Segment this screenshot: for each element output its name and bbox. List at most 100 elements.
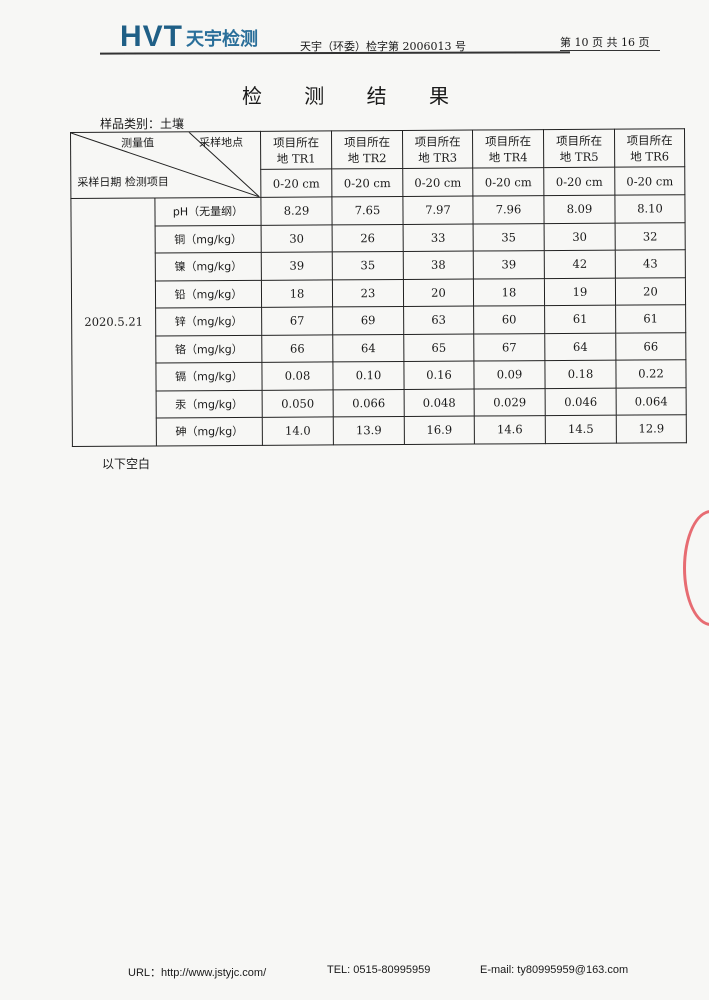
test-item: pH（无量纲）	[154, 197, 262, 226]
value-cell: 0.18	[544, 360, 617, 389]
value-cell: 0.10	[332, 361, 405, 390]
value-cell: 26	[332, 223, 404, 252]
table-row: 锌（mg/kg） 67 69 63 60 61 61	[72, 304, 686, 336]
value-cell: 0.16	[403, 361, 475, 389]
value-cell: 63	[403, 306, 474, 334]
header-rule	[99, 51, 571, 55]
value-cell: 18	[261, 279, 333, 308]
site-header: 项目所在地 TR5	[543, 129, 615, 168]
table-row: 镍（mg/kg） 39 35 38 39 42 43	[71, 249, 686, 281]
test-item: 铅（mg/kg）	[155, 279, 262, 308]
page-indicator: 第 10 页 共 16 页	[560, 36, 650, 49]
value-cell: 7.65	[331, 196, 404, 225]
value-cell: 0.046	[545, 387, 617, 416]
test-item: 镉（mg/kg）	[155, 362, 263, 391]
footer-tel: TEL: 0515-80995959	[327, 964, 431, 976]
value-cell: 14.6	[474, 415, 546, 444]
test-item: 铜（mg/kg）	[155, 224, 262, 253]
value-cell: 23	[332, 278, 404, 307]
corner-measure: 测量值	[121, 136, 155, 150]
sample-category: 样品类别：土壤	[100, 117, 185, 131]
value-cell: 0.09	[473, 360, 546, 389]
site-header: 项目所在地 TR2	[331, 130, 403, 169]
depth-cell: 0-20 cm	[331, 168, 403, 197]
depth-cell: 0-20 cm	[402, 168, 473, 197]
depth-cell: 0-20 cm	[260, 168, 332, 198]
value-cell: 43	[615, 249, 686, 278]
value-cell: 61	[615, 304, 686, 333]
value-cell: 14.0	[262, 416, 334, 445]
test-item: 砷（mg/kg）	[156, 417, 263, 446]
corner-date-item: 采样日期 检测项目	[77, 175, 169, 189]
value-cell: 66	[615, 332, 686, 361]
site-label: 项目所在地 TR2	[344, 134, 391, 165]
footer-email: E-mail: ty80995959@163.com	[480, 964, 629, 976]
value-cell: 61	[544, 305, 616, 334]
value-cell: 60	[473, 305, 545, 334]
value-cell: 39	[261, 251, 333, 280]
value-cell: 33	[403, 223, 474, 252]
red-seal-stamp	[683, 510, 709, 626]
value-cell: 7.96	[472, 195, 545, 224]
value-cell: 0.050	[262, 389, 334, 418]
value-cell: 19	[544, 277, 616, 306]
site-label: 项目所在地 TR1	[273, 134, 320, 166]
company-logo: HVT 天宇检测	[120, 22, 258, 52]
table-row: 铬（mg/kg） 66 64 65 67 64 66	[72, 332, 686, 363]
value-cell: 67	[261, 306, 333, 335]
table-row: 铜（mg/kg） 30 26 33 35 30 32	[71, 222, 686, 253]
value-cell: 30	[544, 222, 616, 251]
site-header: 项目所在地 TR6	[614, 128, 685, 168]
value-cell: 0.048	[404, 388, 475, 417]
value-cell: 7.97	[402, 196, 474, 224]
value-cell: 0.08	[261, 361, 334, 390]
table-row: 砷（mg/kg） 14.0 13.9 16.9 14.6 14.5 12.9	[72, 414, 687, 446]
site-header: 项目所在地 TR1	[260, 130, 332, 170]
table-row: 铅（mg/kg） 18 23 20 18 19 20	[71, 277, 686, 308]
value-cell: 14.5	[545, 415, 617, 444]
test-item: 镍（mg/kg）	[155, 252, 262, 281]
table-row: 汞（mg/kg） 0.050 0.066 0.048 0.029 0.046 0.064	[72, 387, 687, 418]
value-cell: 38	[403, 251, 474, 279]
value-cell: 13.9	[333, 416, 405, 445]
value-cell: 64	[544, 332, 616, 361]
test-item: 铬（mg/kg）	[155, 334, 262, 363]
value-cell: 18	[473, 278, 545, 307]
value-cell: 0.064	[616, 387, 687, 416]
value-cell: 35	[332, 251, 404, 280]
footer-url: URL：http://www.jstyjc.com/	[128, 967, 267, 979]
header-rule-right	[560, 50, 660, 51]
value-cell: 30	[261, 224, 333, 253]
sampling-date: 2020.5.21	[70, 197, 157, 446]
site-label: 项目所在地 TR5	[556, 133, 603, 164]
value-cell: 42	[544, 250, 616, 279]
value-cell: 20	[615, 277, 686, 306]
site-label: 项目所在地 TR3	[414, 134, 461, 165]
value-cell: 66	[261, 334, 333, 363]
site-label: 项目所在地 TR4	[485, 133, 532, 164]
value-cell: 65	[403, 333, 474, 362]
corner-header: 测量值 采样地点 采样日期 检测项目	[70, 131, 261, 199]
value-cell: 0.029	[474, 388, 546, 417]
value-cell: 0.22	[615, 359, 687, 388]
corner-site: 采样地点	[199, 135, 244, 150]
depth-cell: 0-20 cm	[472, 167, 544, 197]
end-note: 以下空白	[102, 457, 151, 471]
value-cell: 39	[473, 250, 545, 279]
value-cell: 12.9	[616, 414, 687, 443]
value-cell: 67	[473, 333, 545, 362]
page-title: 检 测 结 果	[241, 84, 468, 108]
value-cell: 69	[332, 306, 404, 335]
site-header: 项目所在地 TR4	[472, 129, 544, 169]
value-cell: 8.10	[614, 194, 686, 223]
value-cell: 32	[615, 222, 686, 251]
test-item: 汞（mg/kg）	[156, 389, 263, 418]
depth-cell: 0-20 cm	[543, 167, 615, 196]
site-label: 项目所在地 TR6	[626, 132, 673, 164]
table-row: 镉（mg/kg） 0.08 0.10 0.16 0.09 0.18 0.22	[72, 359, 687, 391]
value-cell: 16.9	[404, 416, 475, 444]
document-number: 天宇（环委）检字第 2006013 号	[300, 40, 466, 53]
test-item: 锌（mg/kg）	[155, 307, 262, 336]
value-cell: 8.29	[260, 196, 333, 225]
